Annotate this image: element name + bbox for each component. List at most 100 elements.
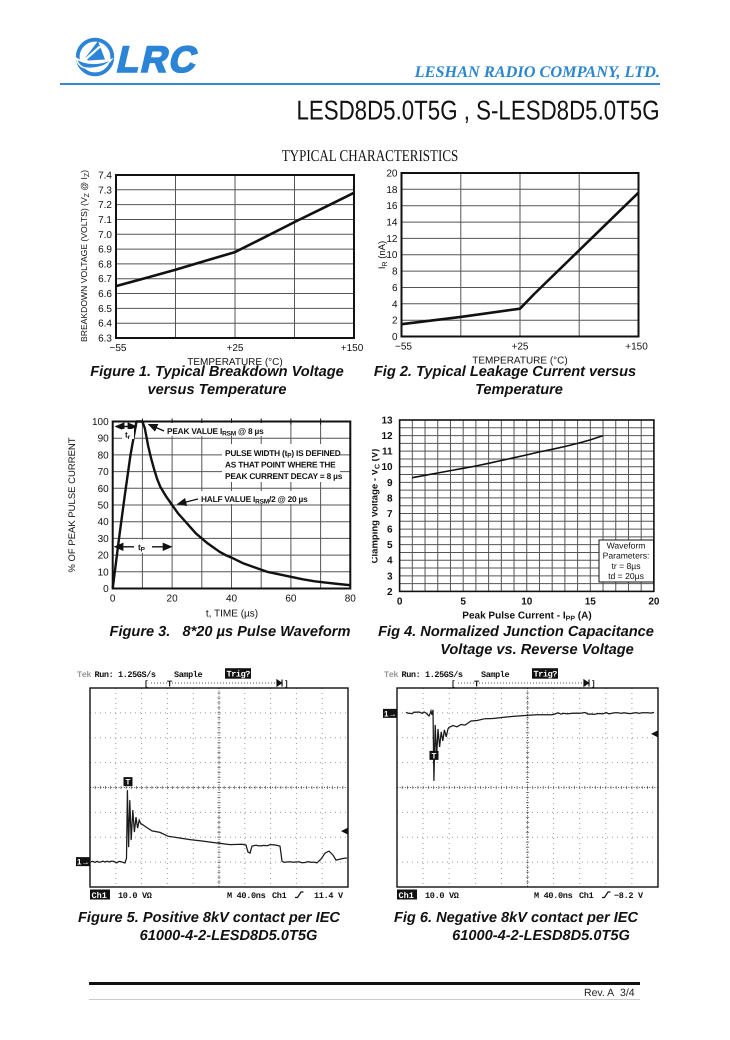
svg-text:6: 6	[392, 283, 398, 294]
svg-text:10: 10	[98, 567, 110, 578]
svg-text:M 40.0ns: M 40.0ns	[534, 891, 573, 901]
svg-text:0: 0	[103, 584, 109, 595]
svg-text:+25: +25	[227, 343, 244, 354]
svg-text:60: 60	[98, 484, 110, 495]
svg-text:Peak Pulse Current - IPP (A): Peak Pulse Current - IPP (A)	[462, 610, 591, 622]
svg-text:HALF VALUE IRSM/2 @ 20 µs: HALF VALUE IRSM/2 @ 20 µs	[201, 494, 308, 506]
svg-text:tr: tr	[125, 430, 131, 442]
svg-text:10.0 VΩ: 10.0 VΩ	[118, 891, 152, 901]
svg-text:tr = 8µs: tr = 8µs	[611, 561, 640, 571]
svg-text:70: 70	[98, 467, 110, 478]
svg-text:80: 80	[345, 594, 357, 605]
svg-text:]: ]	[592, 679, 595, 688]
svg-text:TEMPERATURE (°C): TEMPERATURE (°C)	[187, 357, 282, 368]
svg-text:7.1: 7.1	[98, 215, 112, 226]
svg-text:T: T	[126, 778, 131, 787]
svg-text:BREAKDOWN VOLTAGE (VOLTS) (VZ: BREAKDOWN VOLTAGE (VOLTS) (VZ @ IZ)	[79, 170, 91, 342]
svg-text:13: 13	[381, 416, 393, 427]
svg-text:11: 11	[382, 447, 393, 458]
svg-text:]: ]	[285, 679, 288, 688]
svg-text:Sample: Sample	[481, 670, 510, 680]
svg-text:40: 40	[226, 594, 238, 605]
svg-text:6.9: 6.9	[98, 245, 112, 256]
svg-text:80: 80	[98, 450, 110, 461]
svg-text:10: 10	[521, 596, 533, 607]
svg-text:7.2: 7.2	[98, 200, 112, 211]
svg-text:7.3: 7.3	[98, 185, 112, 196]
svg-text:10: 10	[381, 462, 393, 473]
svg-text:16: 16	[386, 201, 398, 212]
svg-text:Run: 1.25GS/s: Run: 1.25GS/s	[95, 670, 156, 680]
svg-text:Trig?: Trig?	[534, 670, 558, 680]
svg-text:40: 40	[98, 517, 110, 528]
svg-text:AS THAT POINT WHERE THE: AS THAT POINT WHERE THE	[225, 460, 336, 470]
svg-text:100: 100	[92, 417, 109, 428]
svg-text:% OF PEAK PULSE CURRENT: % OF PEAK PULSE CURRENT	[67, 437, 78, 572]
svg-text:Sample: Sample	[174, 670, 203, 680]
svg-text:6.5: 6.5	[98, 304, 112, 315]
svg-text:Ch1: Ch1	[272, 891, 287, 901]
svg-text:14: 14	[386, 218, 398, 229]
svg-text:0: 0	[397, 596, 403, 607]
svg-text:Ch1: Ch1	[92, 891, 107, 901]
svg-text:TEMPERATURE (°C): TEMPERATURE (°C)	[472, 356, 567, 367]
svg-text:12: 12	[381, 431, 393, 442]
svg-text:M 40.0ns: M 40.0ns	[227, 891, 266, 901]
svg-text:15: 15	[585, 596, 597, 607]
svg-text:7.4: 7.4	[98, 171, 112, 182]
svg-text:+150: +150	[625, 342, 648, 353]
svg-text:12: 12	[386, 234, 398, 245]
svg-text:6: 6	[387, 525, 393, 536]
svg-text:9: 9	[387, 478, 393, 489]
svg-text:20: 20	[648, 596, 660, 607]
svg-text:11.4 V: 11.4 V	[314, 891, 344, 901]
svg-text:T: T	[432, 751, 437, 760]
svg-text:−8.2 V: −8.2 V	[614, 891, 644, 901]
svg-text:10: 10	[386, 250, 398, 261]
svg-text:T: T	[167, 679, 173, 689]
svg-text:7: 7	[387, 509, 393, 520]
svg-text:+25: +25	[512, 342, 529, 353]
svg-text:−55: −55	[395, 342, 412, 353]
svg-text:20: 20	[167, 594, 179, 605]
svg-text:7.0: 7.0	[98, 230, 112, 241]
svg-text:Trig?: Trig?	[227, 670, 251, 680]
svg-text:Run: 1.25GS/s: Run: 1.25GS/s	[402, 670, 463, 680]
svg-text:PEAK CURRENT DECAY = 8 µs: PEAK CURRENT DECAY = 8 µs	[225, 471, 343, 481]
svg-text:18: 18	[386, 185, 398, 196]
svg-text:Clamping Voltage - VC (V): Clamping Voltage - VC (V)	[372, 449, 382, 564]
svg-text:PEAK VALUE IRSM @ 8 µs: PEAK VALUE IRSM @ 8 µs	[167, 426, 264, 438]
svg-text:20: 20	[386, 169, 398, 180]
svg-text:Tek: Tek	[384, 670, 398, 680]
svg-text:IR (nA): IR (nA)	[377, 241, 389, 269]
svg-text:2: 2	[387, 587, 393, 598]
svg-text:5: 5	[387, 540, 393, 551]
svg-text:LRC: LRC	[113, 39, 203, 80]
svg-text:T: T	[474, 679, 480, 689]
svg-text:+150: +150	[341, 343, 364, 354]
svg-text:90: 90	[98, 434, 110, 445]
svg-text:6.8: 6.8	[98, 259, 112, 270]
svg-text:4: 4	[392, 299, 398, 310]
svg-text:0: 0	[392, 332, 398, 343]
svg-text:60: 60	[285, 594, 297, 605]
svg-text:−55: −55	[110, 343, 127, 354]
svg-text:2: 2	[392, 316, 398, 327]
svg-text:50: 50	[98, 501, 110, 512]
svg-text:1→: 1→	[384, 709, 396, 718]
svg-text:Tek: Tek	[77, 670, 91, 680]
svg-text:t, TIME (µs): t, TIME (µs)	[206, 609, 258, 620]
svg-text:6.7: 6.7	[98, 274, 112, 285]
svg-text:6.6: 6.6	[98, 289, 112, 300]
svg-text:8: 8	[387, 493, 393, 504]
svg-text:Waveform: Waveform	[607, 541, 646, 551]
svg-text:8: 8	[392, 267, 398, 278]
svg-text:30: 30	[98, 534, 110, 545]
svg-text:6.3: 6.3	[98, 334, 112, 345]
svg-text:20: 20	[98, 551, 110, 562]
svg-text:[: [	[452, 679, 455, 688]
svg-text:PULSE WIDTH (tP) IS DEFINED: PULSE WIDTH (tP) IS DEFINED	[225, 448, 341, 460]
svg-text:5: 5	[460, 596, 466, 607]
svg-text:10.0 VΩ: 10.0 VΩ	[425, 891, 459, 901]
svg-text:Parameters:: Parameters:	[603, 551, 650, 561]
